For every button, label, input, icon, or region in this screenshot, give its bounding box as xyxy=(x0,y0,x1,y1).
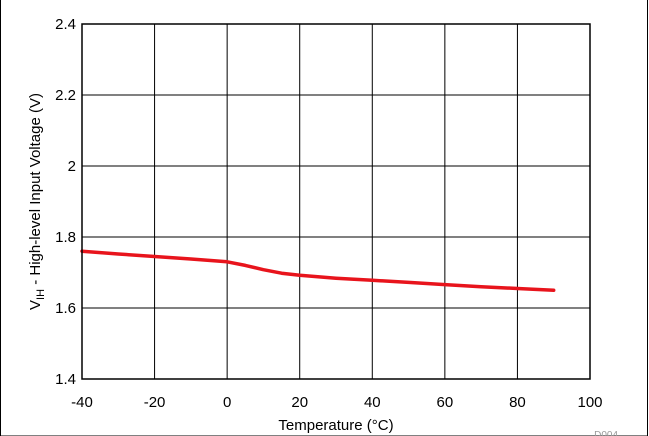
y-axis-label-subscript: IH xyxy=(35,289,47,300)
y-tick-label: 1.8 xyxy=(55,229,76,246)
grid xyxy=(81,23,591,380)
figure-id: D004 xyxy=(594,430,618,436)
y-axis-label-text: - High-level Input Voltage (V) xyxy=(27,93,44,289)
series-layer xyxy=(80,249,556,293)
y-tick-label: 2.2 xyxy=(55,87,76,104)
y-tick-label: 2 xyxy=(68,158,76,175)
y-axis-tick-labels: 1.4 1.6 1.8 2 2.2 2.4 xyxy=(55,16,76,388)
y-axis-label-symbol: V xyxy=(27,300,44,310)
x-tick-label: 100 xyxy=(577,394,602,411)
y-tick-label: 1.6 xyxy=(55,300,76,317)
x-axis-label: Temperature (°C) xyxy=(278,417,393,434)
x-tick-label: 40 xyxy=(364,394,381,411)
y-tick-label: 2.4 xyxy=(55,16,76,33)
x-tick-label: 60 xyxy=(437,394,454,411)
x-tick-label: 0 xyxy=(223,394,231,411)
plot-area-frame xyxy=(81,23,591,380)
x-axis-tick-labels: -40 -20 0 20 40 60 80 100 xyxy=(71,394,602,411)
x-tick-label: -40 xyxy=(71,394,93,411)
series-line xyxy=(80,249,556,293)
x-tick-label: 80 xyxy=(509,394,526,411)
x-tick-label: -20 xyxy=(144,394,166,411)
x-tick-label: 20 xyxy=(291,394,308,411)
y-tick-label: 1.4 xyxy=(55,371,76,388)
y-axis-label: VIH - High-level Input Voltage (V) xyxy=(27,93,47,310)
